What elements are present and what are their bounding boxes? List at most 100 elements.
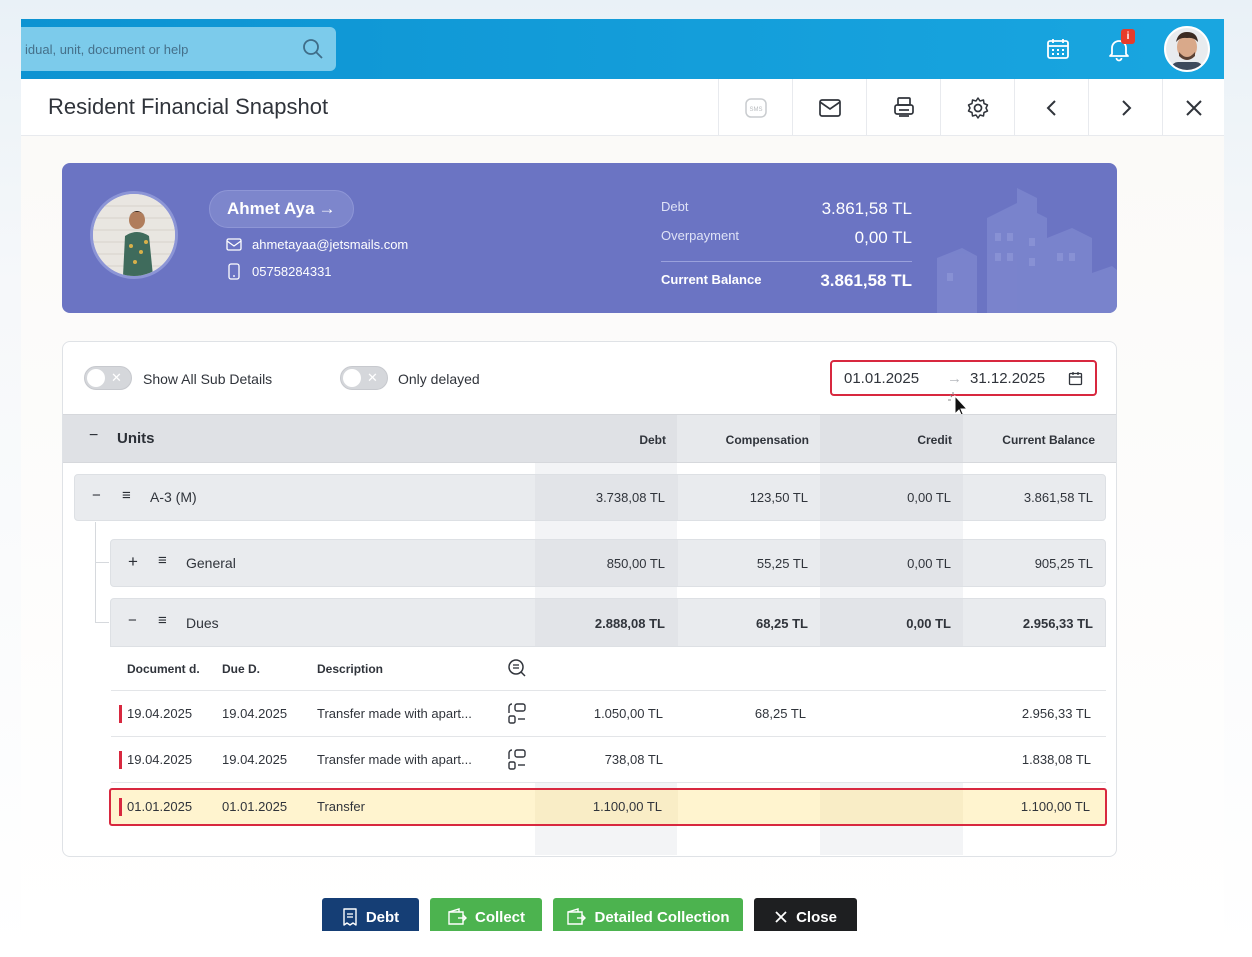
only-delayed-label: Only delayed bbox=[398, 371, 480, 387]
mail-icon bbox=[226, 238, 242, 251]
date-to-input[interactable]: 31.12.2025 bbox=[970, 370, 1046, 387]
collapse-icon[interactable]: − bbox=[128, 612, 137, 629]
search-input[interactable]: idual, unit, document or help bbox=[25, 41, 189, 57]
content-area: Ahmet Aya → ahmetayaa@jetsmails.com 0575… bbox=[21, 136, 1224, 931]
general-credit: 0,00 TL bbox=[907, 556, 951, 571]
doc-date: 19.04.2025 bbox=[127, 706, 193, 721]
close-button[interactable]: Close bbox=[754, 898, 857, 931]
detailed-collection-button[interactable]: Detailed Collection bbox=[553, 898, 743, 931]
collapse-units-icon[interactable]: − bbox=[89, 427, 99, 444]
general-debt: 850,00 TL bbox=[606, 556, 665, 571]
range-arrow-icon: → bbox=[947, 370, 962, 387]
menu-icon[interactable]: ≡ bbox=[158, 612, 167, 629]
debt-button[interactable]: Debt bbox=[322, 898, 419, 931]
collect-button[interactable]: Collect bbox=[430, 898, 542, 931]
mail-icon bbox=[818, 98, 841, 117]
document-details-icon[interactable] bbox=[507, 703, 527, 725]
dues-name: Dues bbox=[186, 615, 219, 631]
dues-compensation: 68,25 TL bbox=[755, 616, 808, 631]
chevron-right-icon bbox=[1121, 99, 1131, 116]
search-icon[interactable] bbox=[301, 37, 325, 61]
general-compensation: 55,25 TL bbox=[756, 556, 808, 571]
calendar-icon[interactable] bbox=[1043, 34, 1073, 64]
document-details-icon[interactable] bbox=[507, 749, 527, 771]
sms-label: SMS bbox=[749, 107, 762, 113]
overdue-marker bbox=[119, 705, 122, 723]
calendar-icon[interactable] bbox=[1068, 371, 1083, 386]
dues-balance: 2.956,33 TL bbox=[1022, 616, 1093, 631]
close-icon bbox=[1185, 99, 1202, 116]
unit-compensation: 123,50 TL bbox=[749, 490, 808, 505]
wallet-icon bbox=[448, 908, 467, 925]
resident-phone: 05758284331 bbox=[252, 264, 332, 279]
unit-credit: 0,00 TL bbox=[907, 490, 951, 505]
date-from-input[interactable]: 01.01.2025 bbox=[844, 370, 920, 387]
col-compensation[interactable]: Compensation bbox=[725, 433, 809, 447]
buildings-illustration bbox=[937, 188, 1117, 313]
only-delayed-toggle[interactable]: ✕ bbox=[340, 366, 388, 390]
detailed-collection-label: Detailed Collection bbox=[594, 908, 730, 926]
tree-connector bbox=[95, 562, 109, 563]
dues-debt: 2.888,08 TL bbox=[594, 616, 665, 631]
description: Transfer made with apart... bbox=[317, 706, 472, 721]
transaction-row[interactable]: 19.04.2025 19.04.2025 Transfer made with… bbox=[111, 691, 1106, 737]
due-date: 19.04.2025 bbox=[222, 752, 288, 767]
divider bbox=[661, 261, 912, 262]
due-date: 01.01.2025 bbox=[222, 799, 288, 814]
email-button[interactable] bbox=[792, 79, 866, 136]
date-range-picker[interactable]: 01.01.2025 → 31.12.2025 bbox=[830, 360, 1097, 396]
resident-email: ahmetayaa@jetsmails.com bbox=[252, 237, 409, 252]
current-balance-label: Current Balance bbox=[661, 272, 762, 287]
user-avatar[interactable] bbox=[1164, 26, 1210, 72]
doc-date: 19.04.2025 bbox=[127, 752, 193, 767]
general-balance: 905,25 TL bbox=[1034, 556, 1093, 571]
sms-icon: SMS bbox=[744, 97, 767, 118]
app-window: idual, unit, document or help i Resident… bbox=[21, 19, 1224, 931]
row-debt: 1.100,00 TL bbox=[592, 799, 662, 814]
collect-button-label: Collect bbox=[474, 908, 525, 926]
resident-phone-row: 05758284331 bbox=[226, 263, 332, 280]
phone-icon bbox=[228, 263, 240, 280]
sms-button[interactable]: SMS bbox=[718, 79, 792, 136]
transaction-row-selected[interactable]: 01.01.2025 01.01.2025 Transfer 1.100,00 … bbox=[109, 788, 1107, 826]
col-current-balance[interactable]: Current Balance bbox=[1002, 433, 1095, 447]
due-date-header[interactable]: Due D. bbox=[222, 662, 261, 676]
close-icon bbox=[775, 911, 787, 923]
previous-button[interactable] bbox=[1014, 79, 1088, 136]
current-balance-value: 3.861,58 TL bbox=[820, 271, 912, 290]
general-row[interactable]: + ≡ General 850,00 TL 55,25 TL 0,00 TL 9… bbox=[110, 539, 1106, 587]
search-box[interactable]: idual, unit, document or help bbox=[21, 27, 336, 71]
chevron-left-icon bbox=[1046, 99, 1056, 116]
row-balance: 1.100,00 TL bbox=[1020, 799, 1090, 814]
overpayment-label: Overpayment bbox=[661, 228, 740, 243]
page-title: Resident Financial Snapshot bbox=[48, 94, 329, 119]
resident-email-row: ahmetayaa@jetsmails.com bbox=[226, 237, 408, 252]
unit-row[interactable]: − ≡ A-3 (M) 3.738,08 TL 123,50 TL 0,00 T… bbox=[74, 474, 1106, 521]
receipt-icon bbox=[343, 908, 357, 926]
dues-row[interactable]: − ≡ Dues 2.888,08 TL 68,25 TL 0,00 TL 2.… bbox=[110, 598, 1106, 647]
expand-icon[interactable]: + bbox=[128, 552, 138, 571]
wallet-icon bbox=[567, 908, 587, 925]
settings-button[interactable] bbox=[940, 79, 1014, 136]
tree-connector bbox=[95, 522, 96, 622]
collapse-unit-icon[interactable]: − bbox=[92, 487, 101, 504]
dues-credit: 0,00 TL bbox=[906, 616, 951, 631]
description-header[interactable]: Description bbox=[317, 662, 384, 676]
close-window-button[interactable] bbox=[1162, 79, 1224, 136]
print-button[interactable] bbox=[866, 79, 940, 136]
col-credit[interactable]: Credit bbox=[917, 433, 952, 447]
next-button[interactable] bbox=[1088, 79, 1162, 136]
transaction-row[interactable]: 19.04.2025 19.04.2025 Transfer made with… bbox=[111, 737, 1106, 783]
search-detail-icon[interactable] bbox=[507, 658, 527, 678]
menu-icon[interactable]: ≡ bbox=[122, 487, 131, 504]
debt-label: Debt bbox=[661, 199, 689, 214]
doc-date: 01.01.2025 bbox=[127, 799, 193, 814]
show-all-sub-details-toggle[interactable]: ✕ bbox=[84, 366, 132, 390]
menu-icon[interactable]: ≡ bbox=[158, 552, 167, 569]
col-debt[interactable]: Debt bbox=[639, 433, 666, 447]
tree-connector bbox=[95, 622, 109, 623]
unit-name: A-3 (M) bbox=[150, 489, 197, 505]
doc-date-header[interactable]: Document d. bbox=[127, 662, 200, 676]
arrow-right-icon: → bbox=[318, 199, 336, 218]
resident-name-link[interactable]: Ahmet Aya → bbox=[209, 190, 354, 228]
